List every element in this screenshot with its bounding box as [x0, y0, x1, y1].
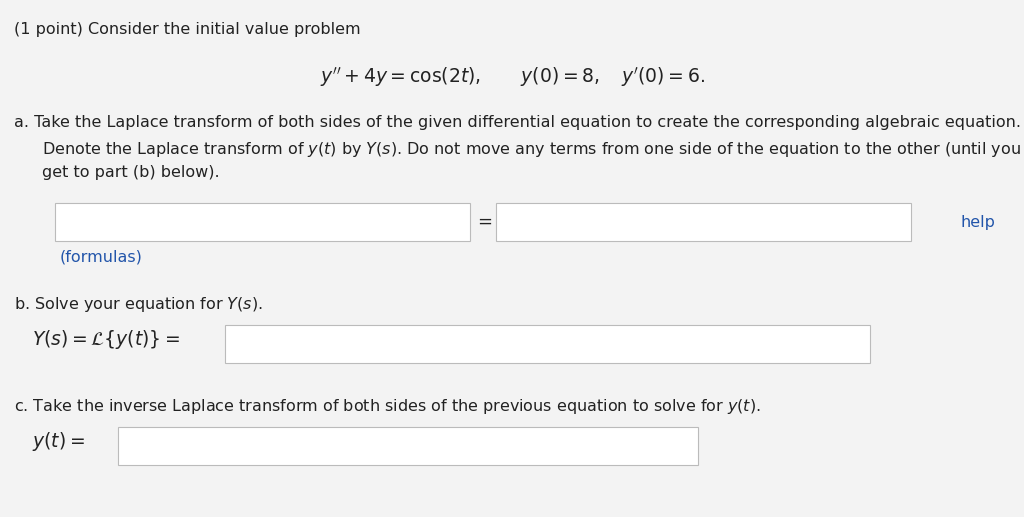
Text: $y'' + 4y = \cos(2t), \qquad y(0) = 8, \quad y'(0) = 6.$: $y'' + 4y = \cos(2t), \qquad y(0) = 8, \… — [319, 65, 705, 89]
Text: b. Solve your equation for $Y(s)$.: b. Solve your equation for $Y(s)$. — [14, 295, 263, 314]
Text: $Y(s) = \mathcal{L}\{y(t)\} =$: $Y(s) = \mathcal{L}\{y(t)\} =$ — [32, 328, 180, 351]
Text: help: help — [961, 215, 995, 230]
Text: (formulas): (formulas) — [60, 249, 143, 264]
FancyBboxPatch shape — [118, 427, 698, 465]
FancyBboxPatch shape — [225, 325, 870, 363]
Text: (1 point) Consider the initial value problem: (1 point) Consider the initial value pro… — [14, 22, 360, 37]
Text: a. Take the Laplace transform of both sides of the given differential equation t: a. Take the Laplace transform of both si… — [14, 115, 1021, 130]
Text: $y(t) =$: $y(t) =$ — [32, 430, 85, 453]
Text: c. Take the inverse Laplace transform of both sides of the previous equation to : c. Take the inverse Laplace transform of… — [14, 397, 761, 416]
FancyBboxPatch shape — [55, 203, 470, 241]
FancyBboxPatch shape — [496, 203, 911, 241]
Text: =: = — [477, 213, 493, 231]
Text: Denote the Laplace transform of $y(t)$ by $Y(s)$. Do not move any terms from one: Denote the Laplace transform of $y(t)$ b… — [42, 140, 1021, 159]
Text: get to part (b) below).: get to part (b) below). — [42, 165, 219, 180]
